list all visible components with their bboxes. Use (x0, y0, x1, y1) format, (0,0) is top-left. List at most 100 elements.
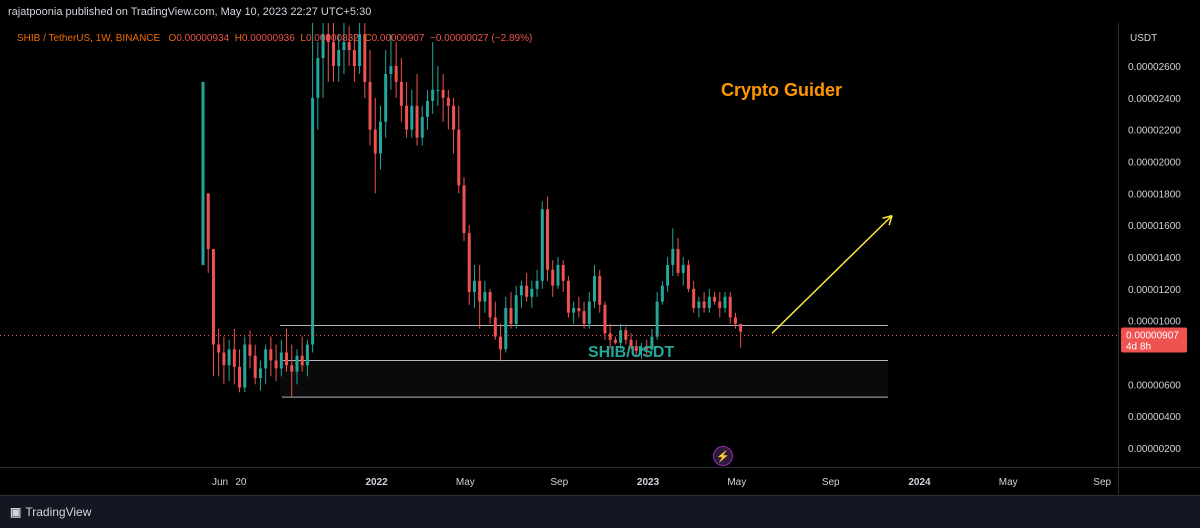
candle-body (676, 249, 680, 273)
candle-body (321, 34, 325, 59)
candle-body (478, 280, 482, 302)
candle-body (425, 101, 429, 117)
candle (342, 23, 346, 74)
candle-body (405, 105, 409, 130)
candle-body (660, 285, 664, 302)
price-tick-label: 0.00002000 (1128, 158, 1181, 169)
candle (593, 264, 596, 308)
candle (295, 349, 299, 385)
candle (217, 328, 221, 377)
candle-body (389, 66, 393, 74)
time-tick-label: May (456, 477, 475, 488)
candle-body (613, 339, 617, 343)
candle-body (326, 34, 330, 43)
time-tick-label: Jun (212, 477, 228, 488)
candle (566, 276, 570, 318)
time-tick-label: Sep (822, 477, 840, 488)
symbol-label: SHIB / TetherUS, 1W, BINANCE (17, 33, 161, 44)
candle (201, 81, 205, 265)
candle-body (707, 296, 711, 308)
axis-corner (1118, 467, 1200, 496)
candle-body (619, 330, 623, 343)
change-value: −0.00000027 (−2.89%) (429, 33, 533, 44)
candle (290, 344, 294, 398)
candle-body (739, 323, 743, 332)
candle-body (217, 344, 221, 353)
candle-body (561, 264, 565, 281)
candle (556, 257, 560, 289)
candle (285, 328, 289, 372)
candle (347, 26, 351, 66)
candle (425, 89, 429, 130)
candle-body (692, 288, 696, 308)
candle (316, 42, 320, 130)
price-tick-label: 0.00002600 (1128, 62, 1181, 73)
candle-body (666, 264, 670, 286)
candle (253, 344, 257, 385)
candle-body (222, 352, 226, 366)
candle (535, 269, 539, 297)
close-label: C (364, 33, 372, 44)
candle-body (566, 280, 570, 313)
candle (405, 81, 409, 138)
candle (399, 58, 403, 122)
close-value: 0.00000907 (371, 33, 425, 44)
candle (655, 292, 659, 340)
chart-area[interactable]: Crypto Guider SHIB/USDT (0, 23, 1118, 467)
price-tick-label: 0.00002400 (1128, 94, 1181, 105)
open-value: 0.00000934 (176, 33, 230, 44)
candle-body (457, 129, 461, 186)
high-label: H (234, 33, 242, 44)
candle (514, 285, 518, 329)
candle-body (697, 301, 701, 308)
candle-body (316, 58, 320, 98)
candle (728, 292, 732, 324)
candle-body (441, 89, 445, 98)
candle (493, 301, 497, 340)
price-tick-label: 0.00000200 (1128, 444, 1181, 455)
candle-body (446, 97, 450, 106)
candle-body (629, 339, 633, 347)
trend-arrow-line[interactable] (771, 215, 893, 334)
candle-body (577, 307, 581, 312)
candle (577, 296, 581, 318)
footer-logo-text: TradingView (25, 505, 92, 519)
candle-body (603, 304, 607, 334)
candle (713, 292, 717, 305)
candle (499, 323, 503, 361)
candle-body (269, 349, 273, 361)
candle-body (467, 233, 471, 293)
candle (436, 66, 440, 106)
candle (660, 280, 664, 305)
candle (686, 260, 690, 293)
candle (613, 336, 617, 345)
candle-body (373, 129, 377, 154)
candle (561, 260, 565, 293)
candle-body (713, 296, 717, 302)
candle (598, 269, 602, 313)
candle (363, 23, 367, 98)
price-chart[interactable]: Crypto Guider SHIB/USDT (0, 23, 1118, 467)
candle (227, 339, 231, 382)
price-axis[interactable]: 0.00002600 0.00002400 0.00002200 0.00002000… (1118, 23, 1200, 467)
time-tick-label: May (999, 477, 1018, 488)
time-axis[interactable]: Jun 20 2022 May Sep 2023 May Sep 2024 May Sep (0, 467, 1118, 496)
candle-body (639, 347, 643, 351)
candle (692, 280, 696, 313)
candle (269, 336, 273, 377)
candle (572, 301, 576, 324)
candle-body (285, 352, 289, 366)
tradingview-logo[interactable]: ▣ TradingView (10, 505, 91, 519)
candle (650, 328, 654, 353)
lightning-icon[interactable]: ⚡ (713, 446, 733, 466)
candle (702, 292, 706, 313)
time-tick-label: 20 (235, 477, 247, 488)
countdown-value: 4d 8h (1126, 341, 1151, 352)
candle-body (258, 368, 262, 378)
candle (519, 280, 523, 308)
candle (467, 225, 471, 305)
candle-body (290, 365, 294, 372)
time-tick-label: 2022 (365, 477, 388, 488)
price-tick-label: 0.00002200 (1128, 126, 1181, 137)
